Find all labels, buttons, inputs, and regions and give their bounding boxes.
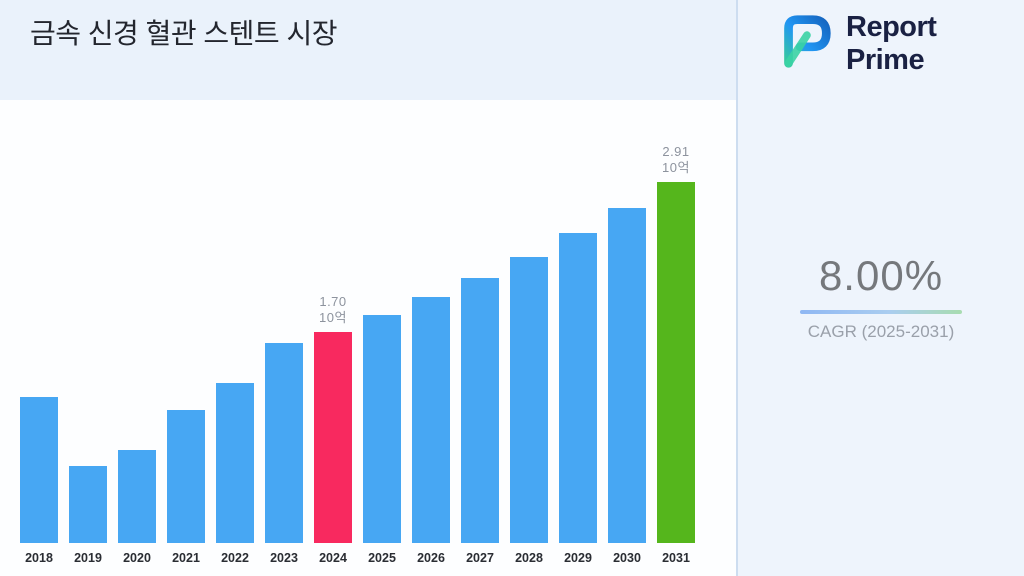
bar-2025 (363, 315, 401, 543)
bar-group-2028: 2028 (510, 257, 548, 566)
x-axis-label-2028: 2028 (515, 551, 543, 565)
bar-group-2029: 2029 (559, 233, 597, 566)
bar-group-2031: 2.91 10억 2031 (657, 144, 695, 566)
x-axis-label-2022: 2022 (221, 551, 249, 565)
report-prime-logo: Report Prime (774, 10, 937, 77)
bar-2029 (559, 233, 597, 543)
cagr-value: 8.00% (818, 252, 944, 299)
report-prime-logo-icon (774, 10, 836, 77)
x-axis-label-2021: 2021 (172, 551, 200, 565)
x-axis-label-2019: 2019 (74, 551, 102, 565)
x-axis-label-2025: 2025 (368, 551, 396, 565)
page-title: 금속 신경 혈관 스텐트 시장 (30, 18, 337, 49)
bar-group-2019: 2019 (69, 466, 107, 566)
bar-2031 (657, 182, 695, 543)
stats-panel: Report Prime 8.00% CAGR (2025-2031) (738, 0, 1024, 576)
bar-value-label-2024: 1.70 10억 (319, 294, 347, 325)
bar-2020 (118, 450, 156, 543)
bar-2026 (412, 297, 450, 543)
bar-group-2026: 2026 (412, 297, 450, 566)
bar-2023 (265, 343, 303, 543)
bar-2028 (510, 257, 548, 543)
bar-group-2023: 2023 (265, 343, 303, 566)
x-axis-label-2023: 2023 (270, 551, 298, 565)
bar-group-2025: 2025 (363, 315, 401, 566)
bar-chart: 2018 2019 2020 2021 2022 2023 1.70 10억 2024 2025 2… (20, 144, 695, 566)
bar-2021 (167, 410, 205, 543)
bar-group-2030: 2030 (608, 208, 646, 566)
bar-group-2020: 2020 (118, 450, 156, 566)
bar-2027 (461, 278, 499, 543)
report-prime-logo-text: Report Prime (846, 10, 937, 77)
x-axis-label-2030: 2030 (613, 551, 641, 565)
cagr-underline (800, 310, 962, 314)
bar-group-2022: 2022 (216, 383, 254, 566)
bar-group-2024: 1.70 10억 2024 (314, 294, 352, 566)
bar-2030 (608, 208, 646, 543)
panel-divider (736, 0, 738, 576)
x-axis-label-2027: 2027 (466, 551, 494, 565)
x-axis-label-2029: 2029 (564, 551, 592, 565)
cagr-block: 8.00% CAGR (2025-2031) (738, 252, 1024, 342)
bar-2022 (216, 383, 254, 543)
bar-value-label-2031: 2.91 10억 (662, 144, 690, 175)
bar-2024 (314, 332, 352, 543)
logo-line-1: Report (846, 10, 937, 43)
bar-2019 (69, 466, 107, 543)
x-axis-label-2031: 2031 (662, 551, 690, 565)
bar-group-2018: 2018 (20, 397, 58, 566)
cagr-label: CAGR (2025-2031) (807, 322, 955, 341)
x-axis-label-2018: 2018 (25, 551, 53, 565)
bar-2018 (20, 397, 58, 543)
x-axis-label-2024: 2024 (319, 551, 347, 565)
logo-line-2: Prime (846, 43, 925, 76)
x-axis-label-2026: 2026 (417, 551, 445, 565)
bar-group-2021: 2021 (167, 410, 205, 566)
x-axis-label-2020: 2020 (123, 551, 151, 565)
chart-panel: 금속 신경 혈관 스텐트 시장 2018 2019 2020 2021 2022 2023… (0, 18, 736, 576)
bar-group-2027: 2027 (461, 278, 499, 566)
